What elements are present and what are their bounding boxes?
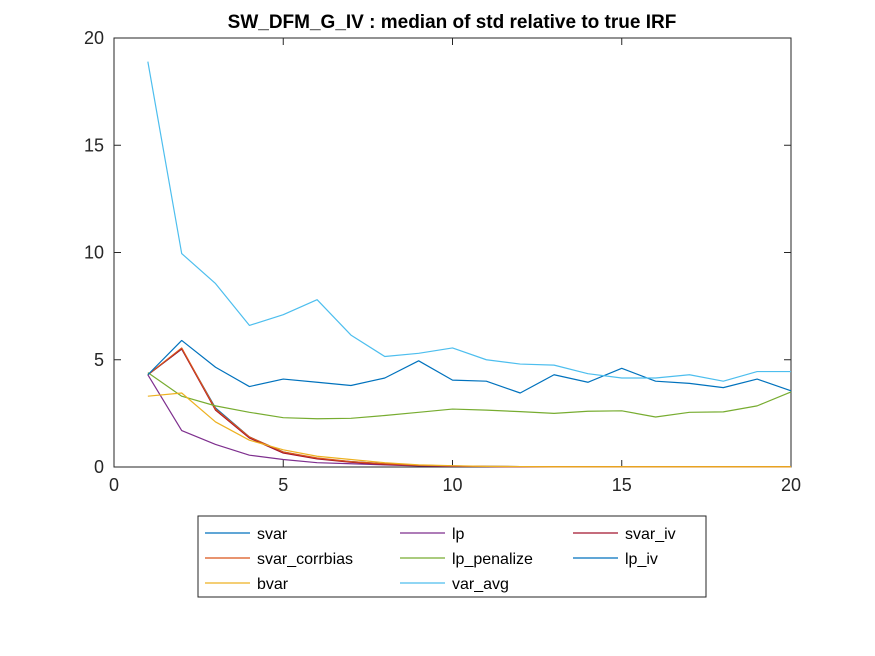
legend-label-lp: lp — [452, 526, 465, 543]
legend: svar lp svar_iv svar_corrbias lp_penalize lp_… — [197, 515, 707, 598]
legend-box — [197, 515, 707, 598]
series-line-lp_penalize — [147, 372, 792, 420]
series-line-var_avg — [147, 61, 791, 382]
legend-label-svar: svar — [257, 526, 288, 543]
x-tick-label-4: 20 — [781, 475, 801, 495]
chart-title: SW_DFM_G_IV : median of std relative to … — [228, 12, 677, 33]
x-tick-label-0: 0 — [109, 475, 119, 495]
legend-label-bvar: bvar — [257, 576, 289, 593]
axes-box — [113, 37, 792, 468]
y-tick-label-2: 10 — [84, 243, 104, 263]
y-tick-label-4: 20 — [84, 28, 104, 48]
series-line-lp_iv — [147, 339, 792, 394]
x-tick-label-2: 10 — [442, 475, 462, 495]
x-tick-label-3: 15 — [612, 475, 632, 495]
legend-label-lp_iv: lp_iv — [625, 551, 658, 568]
y-tick-label-1: 5 — [94, 350, 104, 370]
legend-label-svar_corrbias: svar_corrbias — [257, 551, 353, 568]
y-tick-label-0: 0 — [94, 457, 104, 477]
series-line-bvar — [147, 392, 791, 468]
legend-label-lp_penalize: lp_penalize — [452, 551, 533, 568]
y-tick-label-3: 15 — [84, 135, 104, 155]
plot-area: 0 5 10 15 20 0 5 10 15 20 — [84, 28, 801, 495]
legend-label-var_avg: var_avg — [452, 576, 509, 593]
x-tick-label-1: 5 — [278, 475, 288, 495]
legend-label-svar_iv: svar_iv — [625, 526, 676, 543]
